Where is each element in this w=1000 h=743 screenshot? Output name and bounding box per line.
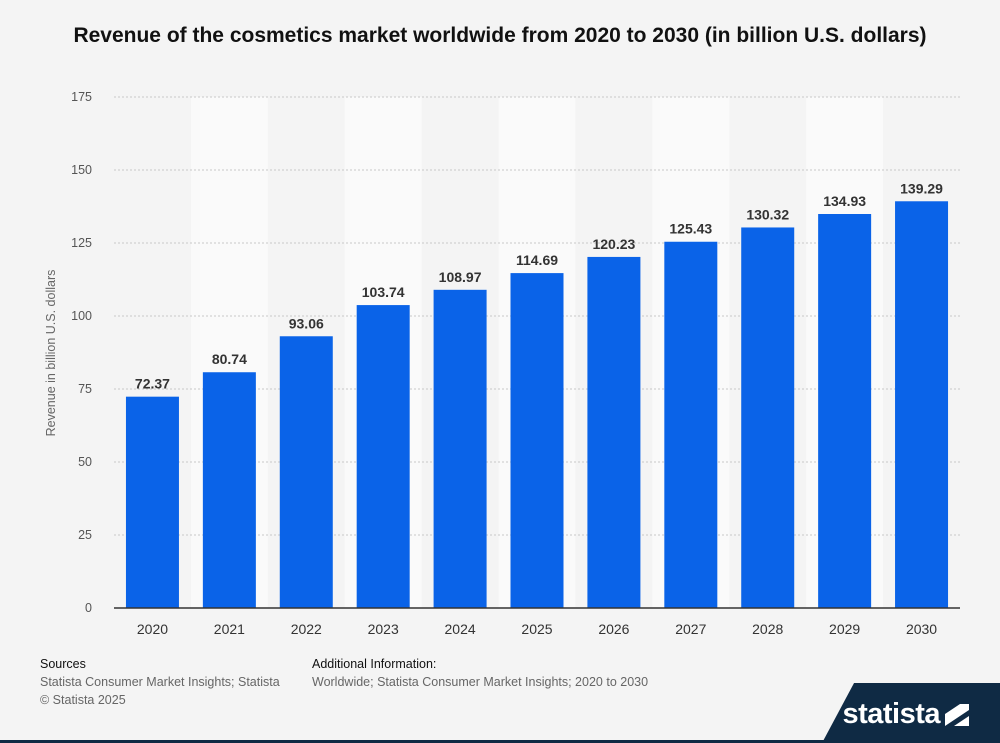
y-axis-label: Revenue in billion U.S. dollars <box>44 270 58 437</box>
y-tick-label: 25 <box>78 528 92 542</box>
x-tick-label: 2021 <box>214 621 245 637</box>
y-tick-label: 175 <box>71 90 92 104</box>
bar-value-label: 72.37 <box>135 376 170 392</box>
bottom-border <box>0 740 1000 743</box>
x-axis-ticks: 2020 2021 2022 2023 2024 2025 2026 2027 2028 2029… <box>137 621 937 637</box>
sources-heading: Sources <box>40 657 86 671</box>
bar-value-label: 134.93 <box>823 193 866 209</box>
bar[interactable] <box>664 241 718 609</box>
additional-info-block: Additional Information: Worldwide; Stati… <box>312 655 648 691</box>
x-tick-label: 2024 <box>445 621 476 637</box>
x-tick-label: 2029 <box>829 621 860 637</box>
x-tick-label: 2028 <box>752 621 783 637</box>
sources-line: Statista Consumer Market Insights; Stati… <box>40 675 280 689</box>
bar[interactable] <box>356 305 410 608</box>
bar[interactable] <box>279 336 333 608</box>
additional-info-line: Worldwide; Statista Consumer Market Insi… <box>312 675 649 689</box>
x-tick-label: 2030 <box>906 621 937 637</box>
bar-value-label: 80.74 <box>212 351 247 367</box>
bars: 72.37 80.74 93.06 103.74 108.97 114.69 120.23 1… <box>125 180 949 609</box>
bar-value-label: 120.23 <box>592 236 635 252</box>
bar-value-label: 114.69 <box>516 252 558 268</box>
bar[interactable] <box>202 372 256 608</box>
y-tick-label: 125 <box>71 236 92 250</box>
copyright: © Statista 2025 <box>40 693 126 707</box>
additional-info-heading: Additional Information: <box>312 657 437 671</box>
x-tick-label: 2023 <box>368 621 399 637</box>
bar[interactable] <box>587 256 641 608</box>
bar[interactable] <box>741 227 795 608</box>
x-tick-label: 2025 <box>521 621 552 637</box>
bar[interactable] <box>433 289 487 608</box>
bar[interactable] <box>818 214 872 608</box>
bar[interactable] <box>125 396 179 608</box>
bar-chart: 0 25 50 75 100 125 150 175 72.37 80.74 93.06 103.7… <box>44 90 960 637</box>
bar-value-label: 93.06 <box>289 315 324 331</box>
y-axis-ticks: 0 25 50 75 100 125 150 175 <box>71 90 92 615</box>
bar-value-label: 103.74 <box>362 284 405 300</box>
y-tick-label: 150 <box>71 163 92 177</box>
brand-badge[interactable] <box>822 683 1000 743</box>
x-tick-label: 2027 <box>675 621 706 637</box>
x-tick-label: 2020 <box>137 621 168 637</box>
bar-value-label: 130.32 <box>746 206 789 222</box>
y-tick-label: 75 <box>78 382 92 396</box>
y-tick-label: 100 <box>71 309 92 323</box>
sources-block: Sources Statista Consumer Market Insight… <box>40 655 280 709</box>
brand-logo-text[interactable]: statista <box>842 698 940 730</box>
x-tick-label: 2026 <box>598 621 629 637</box>
bar-value-label: 139.29 <box>900 180 943 196</box>
bar[interactable] <box>895 201 949 608</box>
bar[interactable] <box>510 273 564 608</box>
bar-value-label: 125.43 <box>669 221 712 237</box>
bar-value-label: 108.97 <box>439 269 482 285</box>
chart-title: Revenue of the cosmetics market worldwid… <box>73 24 927 47</box>
x-tick-label: 2022 <box>291 621 322 637</box>
y-tick-label: 50 <box>78 455 92 469</box>
y-tick-label: 0 <box>85 601 92 615</box>
statista-logo-icon <box>945 704 969 726</box>
